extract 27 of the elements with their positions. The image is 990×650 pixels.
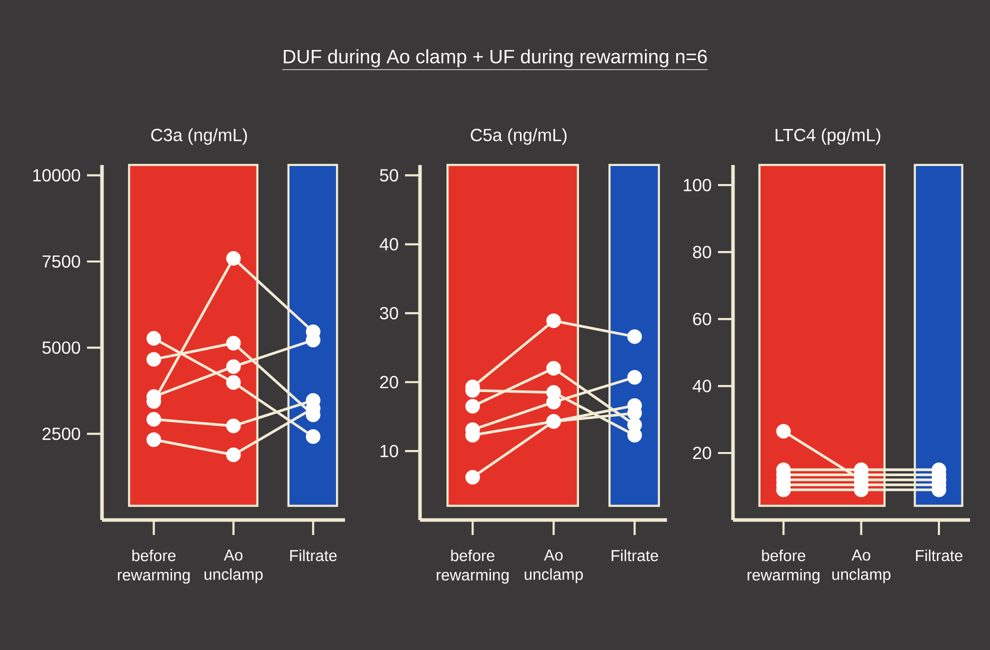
y-tick-label: 60 (693, 312, 712, 326)
text: DUF during Ao clamp + UF during rewarming n=6 (284, 49, 707, 68)
x-tick-label: Filtrate (612, 550, 658, 562)
y-tick-label: 100 (684, 178, 712, 192)
y-tick-label: 50 (380, 169, 398, 182)
y-tick-label: 5000 (42, 341, 80, 354)
x-tick-label: before rewarming (748, 550, 820, 584)
y-tick-label: 7500 (42, 255, 80, 268)
y-tick-label: 40 (380, 238, 398, 250)
x-tick-label: before rewarming (118, 550, 190, 584)
y-tick-label: 40 (692, 380, 712, 392)
x-tick-label: Ao unclamp (524, 550, 583, 584)
y-tick-label: 80 (693, 246, 712, 258)
x-tick-label: Filtrate (290, 550, 337, 562)
chart-title: C3a (ng/mL) (151, 128, 247, 145)
y-tick-label: 10 (380, 444, 398, 458)
chart-title: LTC4 (pg/mL) (776, 128, 880, 145)
x-tick-label: Ao unclamp (832, 550, 890, 584)
y-tick-label: 30 (380, 306, 398, 320)
y-tick-label: 20 (380, 376, 398, 388)
y-tick-label: 2500 (42, 428, 80, 440)
y-tick-label: 10000 (33, 169, 80, 182)
chart-title: C5a (ng/mL) (470, 128, 567, 145)
x-tick-label: Filtrate (916, 550, 962, 562)
x-tick-label: Ao unclamp (204, 550, 263, 584)
x-tick-label: before rewarming (436, 550, 509, 584)
y-tick-label: 20 (693, 446, 712, 460)
